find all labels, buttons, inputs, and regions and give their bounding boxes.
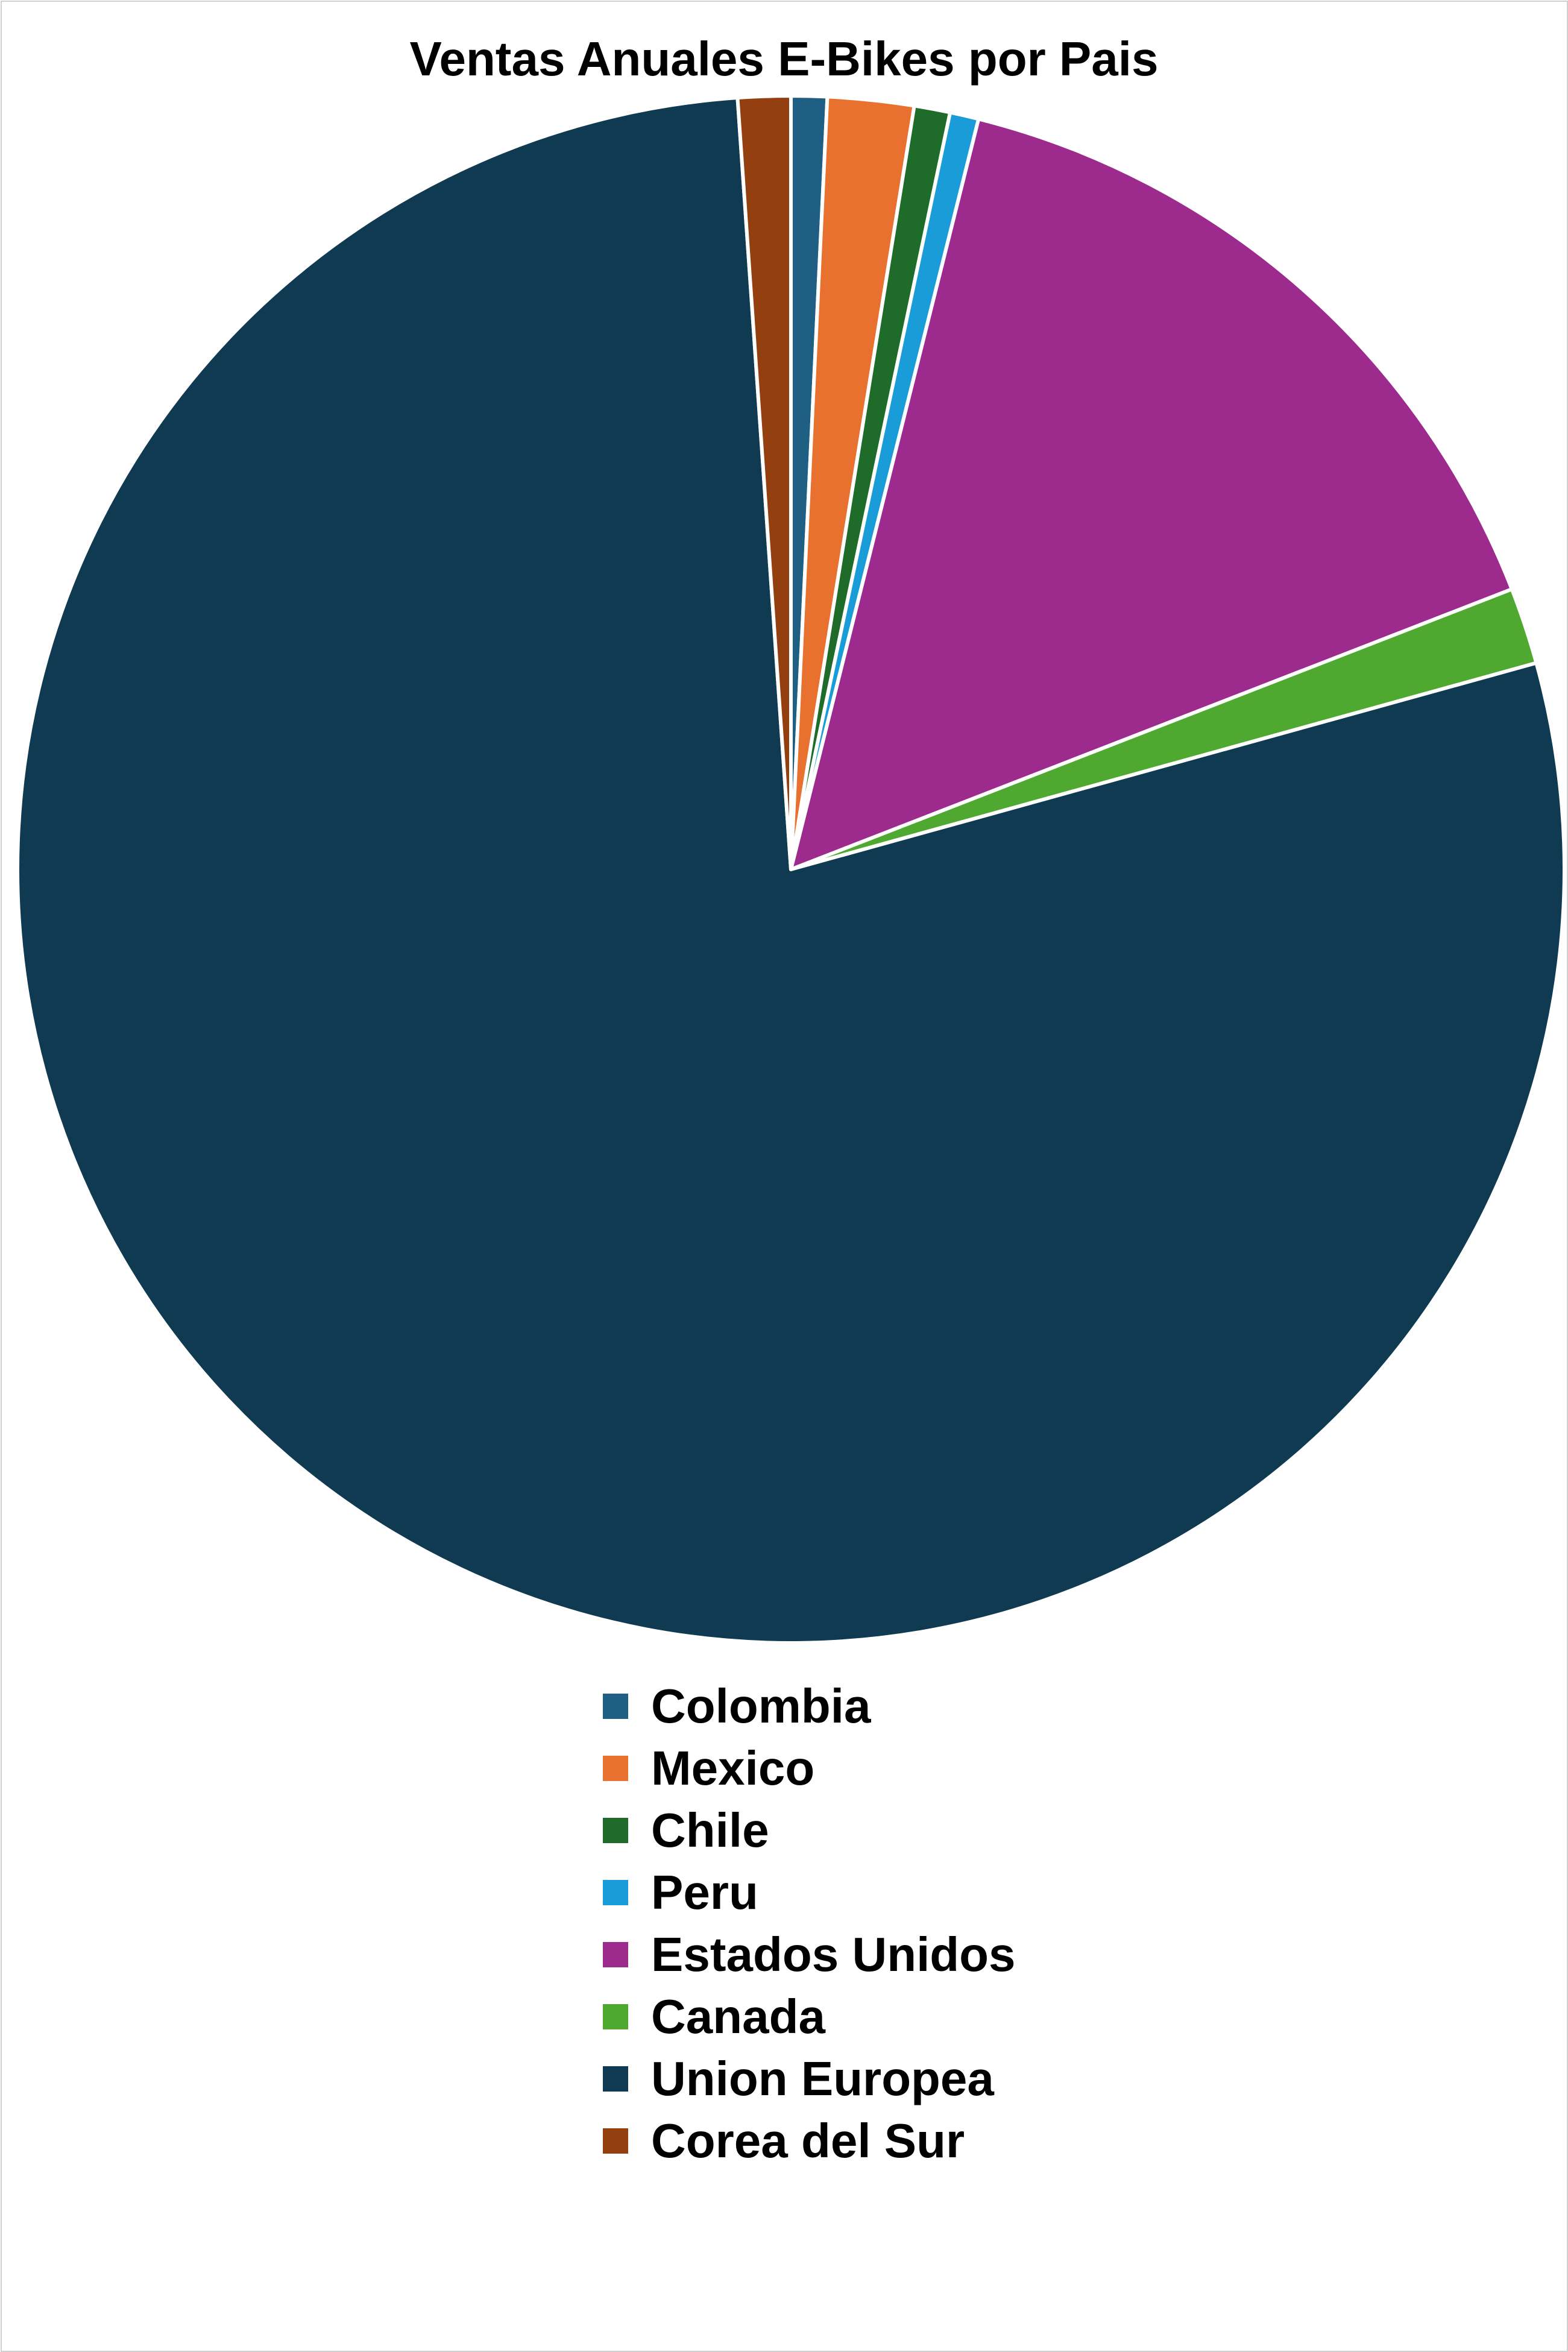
legend-swatch-colombia xyxy=(603,1693,628,1719)
pie-slice-corea-del-sur xyxy=(735,94,793,871)
legend-swatch-canada xyxy=(603,2004,628,2029)
legend-item-mexico: Mexico xyxy=(603,1737,1326,1799)
legend-label-colombia: Colombia xyxy=(651,1679,871,1733)
legend-label-chile: Chile xyxy=(651,1803,769,1857)
legend-item-peru: Peru xyxy=(603,1861,1326,1923)
legend-label-mexico: Mexico xyxy=(651,1741,815,1795)
legend: Colombia Mexico Chile Peru Estados Unido… xyxy=(603,1675,1326,2172)
pie-slices xyxy=(16,93,1567,1645)
legend-item-canada: Canada xyxy=(603,1985,1326,2048)
pie-slice-estados-unidos xyxy=(789,117,1514,871)
legend-label-corea-del-sur: Corea del Sur xyxy=(651,2113,965,2168)
legend-swatch-corea-del-sur xyxy=(603,2128,628,2154)
legend-label-estados-unidos: Estados Unidos xyxy=(651,1927,1016,1981)
legend-item-chile: Chile xyxy=(603,1799,1326,1861)
chart-title: Ventas Anuales E-Bikes por Pais xyxy=(409,32,1159,86)
legend-swatch-mexico xyxy=(603,1755,628,1781)
legend-swatch-union-europea xyxy=(603,2066,628,2092)
legend-swatch-peru xyxy=(603,1879,628,1905)
legend-item-union-europea: Union Europea xyxy=(603,2048,1326,2110)
legend-item-colombia: Colombia xyxy=(603,1675,1326,1737)
legend-swatch-estados-unidos xyxy=(603,1941,628,1967)
legend-label-peru: Peru xyxy=(651,1865,758,1919)
legend-item-estados-unidos: Estados Unidos xyxy=(603,1923,1326,1985)
legend-item-corea-del-sur: Corea del Sur xyxy=(603,2110,1326,2172)
legend-swatch-chile xyxy=(603,1817,628,1843)
legend-label-union-europea: Union Europea xyxy=(651,2051,994,2105)
legend-label-canada: Canada xyxy=(651,1989,825,2043)
